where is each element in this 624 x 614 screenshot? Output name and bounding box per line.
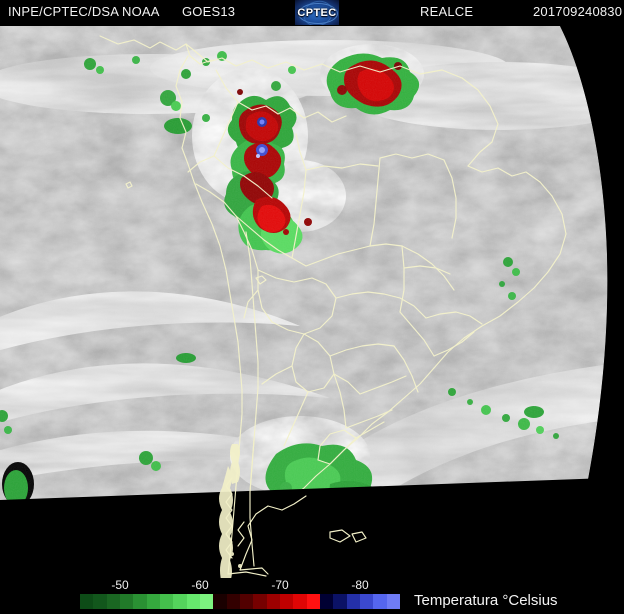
colorbar-swatch-2 [106,594,120,609]
colorbar-swatch-20 [346,594,360,609]
cptec-logo-icon: CPTEC [295,0,339,25]
source-label: INPE/CPTEC/DSA [8,4,120,19]
satellite-imagery-layer [0,26,624,578]
legend-tick-3: -80 [351,578,369,592]
temperature-legend: -50 -60 -70 -80 Temperatura °Celsius [0,578,624,614]
legend-tick-labels: -50 -60 -70 -80 [0,578,624,593]
temperature-legend-label: Temperatura °Celsius [414,592,558,609]
colorbar-swatch-17 [306,594,320,609]
colorbar-swatch-23 [386,594,400,609]
timestamp-label: 201709240830 [533,4,623,19]
colorbar-swatch-6 [159,594,174,609]
colorbar-swatch-11 [226,594,240,609]
colorbar-swatch-10 [213,594,227,609]
legend-tick-1: -60 [191,578,209,592]
andes-snow-cover [219,444,242,578]
colorbar-swatch-19 [333,594,347,609]
colorbar-swatch-16 [293,594,307,609]
colorbar-swatch-13 [253,594,267,609]
colorbar-swatch-4 [133,594,147,609]
colorbar-swatch-0 [80,594,94,609]
terminator-black-band [0,478,607,578]
space-limb-region [560,26,624,578]
colorbar-swatch-8 [186,594,200,609]
cptec-logo-text: CPTEC [297,6,337,19]
colorbar-swatch-12 [239,594,254,609]
colorbar-swatch-3 [119,594,134,609]
logo-ring-outer-icon [298,3,338,24]
colorbar-swatch-14 [266,594,280,609]
legend-tick-0: -50 [111,578,129,592]
satellite-image-canvas [0,26,624,578]
colorbar-swatch-5 [146,594,160,609]
colorbar-swatch-15 [279,594,294,609]
colorbar-swatch-7 [173,594,187,609]
colorbar-swatch-22 [373,594,387,609]
colorbar-swatch-18 [319,594,334,609]
image-header: INPE/CPTEC/DSA NOAA GOES13 CPTEC REALCE … [0,0,624,26]
satellite-label: GOES13 [182,4,236,19]
colorbar-swatch-1 [93,594,107,609]
agency-label: NOAA [122,4,160,19]
legend-tick-2: -70 [271,578,289,592]
colorbar-swatch-21 [359,594,374,609]
temperature-colorbar [80,594,400,609]
colorbar-swatch-9 [199,594,214,609]
product-label: REALCE [420,4,474,19]
